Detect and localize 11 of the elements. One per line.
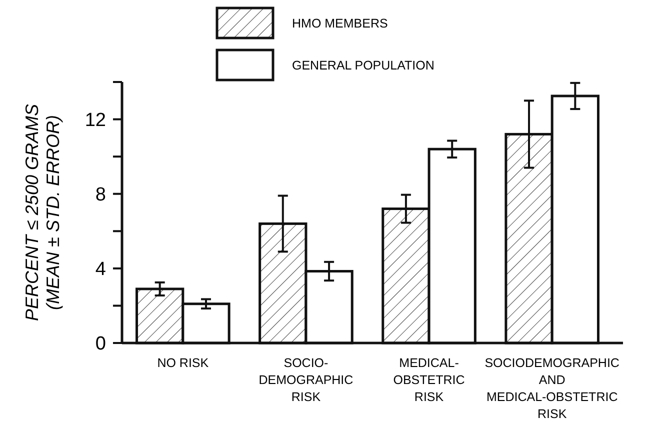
y-tick-label: 8	[95, 184, 106, 206]
y-tick-label: 0	[95, 334, 106, 355]
x-tick-label: SOCIODEMOGRAPHIC AND MEDICAL-OBSTETRIC RISK	[484, 356, 620, 421]
x-tick-label: MEDICAL- OBSTETRIC RISK	[393, 356, 465, 404]
y-tick-label: 12	[84, 110, 106, 131]
x-tick-label: SOCIO- DEMOGRAPHIC RISK	[258, 356, 354, 404]
legend-label: GENERAL POPULATION	[292, 58, 434, 72]
legend-label: HMO MEMBERS	[292, 16, 388, 30]
y-tick-label: 4	[95, 259, 106, 280]
x-tick-label: NO RISK	[157, 356, 210, 370]
y-axis-title: PERCENT ≤ 2500 GRAMS (MEAN ± STD. ERROR)	[22, 104, 63, 321]
